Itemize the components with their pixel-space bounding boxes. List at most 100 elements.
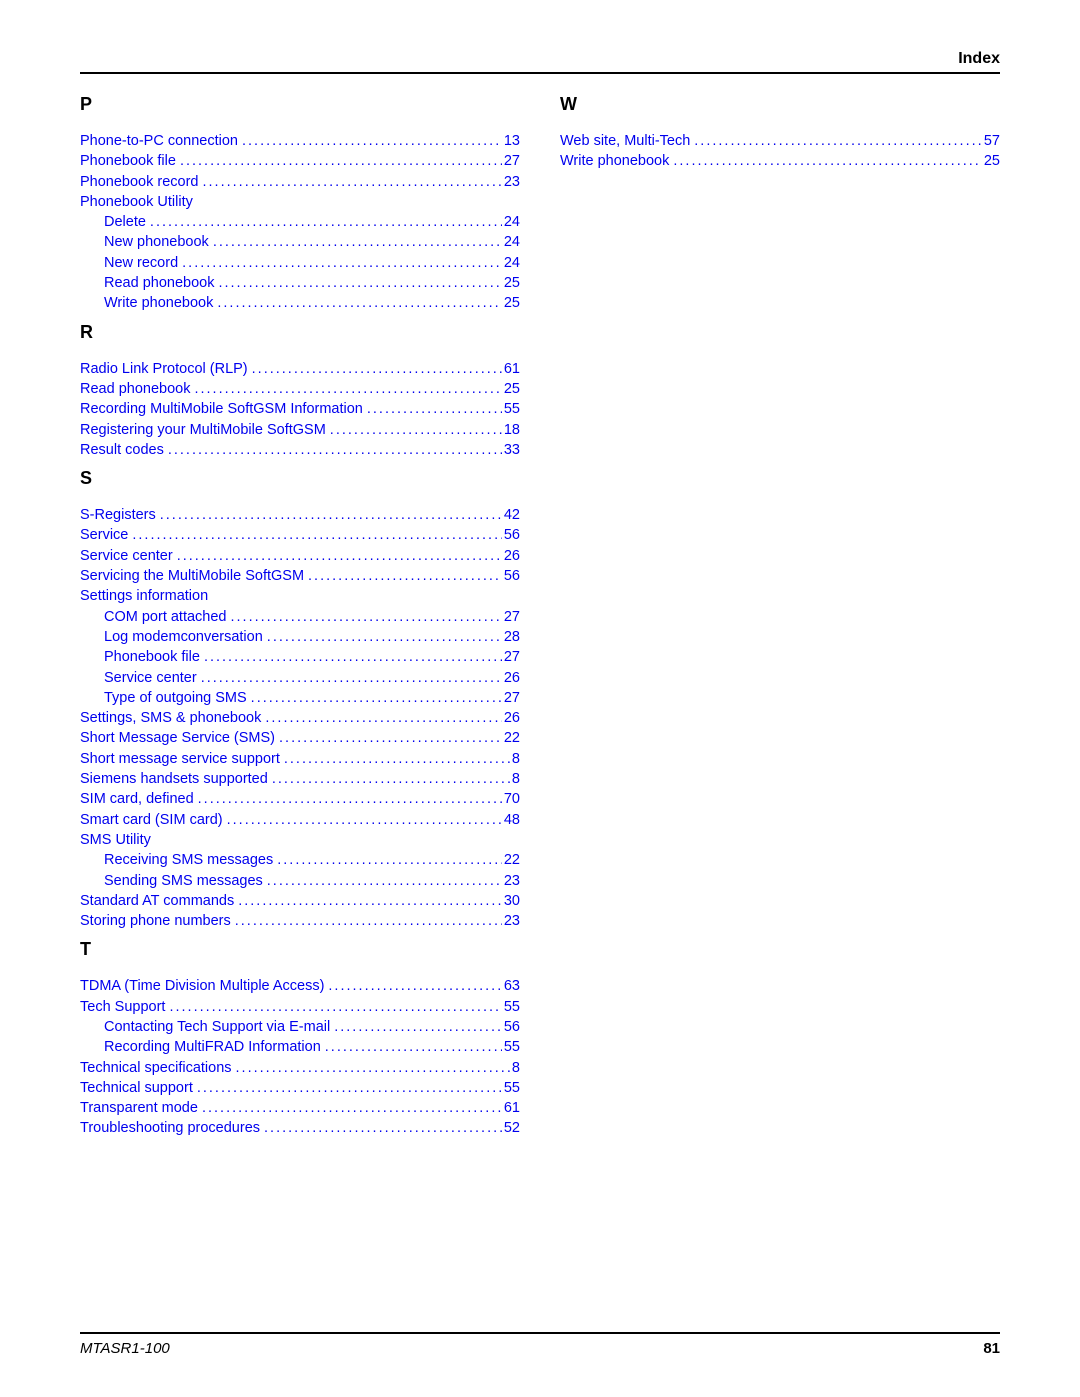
index-entry[interactable]: Transparent mode61 [80, 1098, 520, 1118]
index-leader-dots [200, 1098, 502, 1118]
index-heading[interactable]: Settings information [80, 586, 520, 606]
index-leader-dots [265, 627, 502, 647]
index-entry-page: 8 [510, 749, 520, 769]
index-entry[interactable]: Read phonebook25 [80, 273, 520, 293]
index-heading[interactable]: SMS Utility [80, 830, 520, 850]
index-entry[interactable]: Phonebook file27 [80, 151, 520, 171]
index-entry[interactable]: S-Registers42 [80, 505, 520, 525]
index-entry[interactable]: Type of outgoing SMS27 [80, 688, 520, 708]
section-letter: P [80, 94, 520, 115]
index-entry[interactable]: Technical support55 [80, 1078, 520, 1098]
index-entry-label: Radio Link Protocol (RLP) [80, 359, 250, 379]
index-entry-page: 25 [982, 151, 1000, 171]
index-entry[interactable]: Log modemconversation28 [80, 627, 520, 647]
index-leader-dots [166, 440, 502, 460]
index-entry[interactable]: TDMA (Time Division Multiple Access)63 [80, 976, 520, 996]
index-entry[interactable]: Read phonebook25 [80, 379, 520, 399]
index-entry[interactable]: Recording MultiMobile SoftGSM Informatio… [80, 399, 520, 419]
index-entry[interactable]: Troubleshooting procedures52 [80, 1118, 520, 1138]
index-entry[interactable]: Service center26 [80, 546, 520, 566]
index-entry-page: 18 [502, 420, 520, 440]
index-entry-page: 55 [502, 1037, 520, 1057]
index-entry-label: Result codes [80, 440, 166, 460]
index-entry[interactable]: Technical specifications 8 [80, 1058, 520, 1078]
index-entry[interactable]: Siemens handsets supported8 [80, 769, 520, 789]
index-entry[interactable]: Servicing the MultiMobile SoftGSM56 [80, 566, 520, 586]
index-heading[interactable]: Phonebook Utility [80, 192, 520, 212]
index-leader-dots [195, 1078, 502, 1098]
index-entry-label: Tech Support [80, 997, 167, 1017]
section-letter: T [80, 939, 520, 960]
index-entry-page: 52 [502, 1118, 520, 1138]
index-entry[interactable]: SIM card, defined70 [80, 789, 520, 809]
index-leader-dots [332, 1017, 502, 1037]
index-leader-dots [277, 728, 502, 748]
index-entry-label: Service [80, 525, 130, 545]
index-leader-dots [130, 525, 502, 545]
index-entry[interactable]: Radio Link Protocol (RLP)61 [80, 359, 520, 379]
index-entry[interactable]: Service center26 [80, 668, 520, 688]
index-leader-dots [671, 151, 982, 171]
index-entry-label: Write phonebook [560, 151, 671, 171]
index-leader-dots [211, 232, 502, 252]
page-footer: MTASR1-100 81 [80, 1332, 1000, 1357]
index-entry[interactable]: Sending SMS messages23 [80, 871, 520, 891]
index-entry[interactable]: Registering your MultiMobile SoftGSM18 [80, 420, 520, 440]
index-entry-label: Settings, SMS & phonebook [80, 708, 263, 728]
index-entry[interactable]: Settings, SMS & phonebook26 [80, 708, 520, 728]
index-columns: PPhone-to-PC connection13Phonebook file2… [80, 86, 1000, 1139]
index-entry-page: 56 [502, 525, 520, 545]
index-entry[interactable]: Phonebook record23 [80, 172, 520, 192]
index-entry[interactable]: Tech Support55 [80, 997, 520, 1017]
index-entry[interactable]: Recording MultiFRAD Information55 [80, 1037, 520, 1057]
index-entry[interactable]: Contacting Tech Support via E-mail56 [80, 1017, 520, 1037]
index-entry[interactable]: Standard AT commands30 [80, 891, 520, 911]
index-entry[interactable]: Receiving SMS messages22 [80, 850, 520, 870]
index-column-left: PPhone-to-PC connection13Phonebook file2… [80, 86, 520, 1139]
index-entry-page: 27 [502, 688, 520, 708]
index-leader-dots [240, 131, 502, 151]
index-entry-page: 25 [502, 379, 520, 399]
index-entry-page: 24 [502, 253, 520, 273]
index-entry[interactable]: Write phonebook25 [80, 293, 520, 313]
index-entry[interactable]: Storing phone numbers23 [80, 911, 520, 931]
index-entry[interactable]: Result codes33 [80, 440, 520, 460]
index-entry-label: Servicing the MultiMobile SoftGSM [80, 566, 306, 586]
index-entry-label: Technical specifications [80, 1058, 234, 1078]
index-entry-label: Read phonebook [104, 273, 216, 293]
index-entry[interactable]: Phone-to-PC connection13 [80, 131, 520, 151]
page-header: Index [80, 50, 1000, 74]
footer-page-number: 81 [983, 1340, 1000, 1357]
index-leader-dots [692, 131, 982, 151]
index-leader-dots [148, 212, 502, 232]
index-entry[interactable]: New record24 [80, 253, 520, 273]
index-entry-label: Service center [104, 668, 199, 688]
index-entry-page: 8 [510, 1058, 520, 1078]
index-entry-page: 56 [502, 1017, 520, 1037]
index-entry-page: 24 [502, 212, 520, 232]
index-entry[interactable]: Smart card (SIM card)48 [80, 810, 520, 830]
index-entry[interactable]: COM port attached27 [80, 607, 520, 627]
index-entry[interactable]: Phonebook file27 [80, 647, 520, 667]
index-leader-dots [328, 420, 502, 440]
index-entry[interactable]: Web site, Multi-Tech57 [560, 131, 1000, 151]
index-entry-page: 48 [502, 810, 520, 830]
index-entry-page: 27 [502, 151, 520, 171]
index-entry[interactable]: Short Message Service (SMS)22 [80, 728, 520, 748]
index-entry-page: 61 [502, 1098, 520, 1118]
index-entry-page: 27 [502, 607, 520, 627]
index-entry[interactable]: Short message service support8 [80, 749, 520, 769]
index-entry-label: Sending SMS messages [104, 871, 265, 891]
index-entry-page: 23 [502, 172, 520, 192]
section-letter: W [560, 94, 1000, 115]
index-entry[interactable]: Service 56 [80, 525, 520, 545]
index-entry-page: 26 [502, 546, 520, 566]
index-entry[interactable]: Delete24 [80, 212, 520, 232]
index-entry[interactable]: Write phonebook 25 [560, 151, 1000, 171]
index-entry-label: Log modemconversation [104, 627, 265, 647]
index-leader-dots [282, 749, 510, 769]
index-entry-page: 55 [502, 1078, 520, 1098]
index-entry[interactable]: New phonebook24 [80, 232, 520, 252]
index-leader-dots [262, 1118, 502, 1138]
index-entry-page: 63 [502, 976, 520, 996]
